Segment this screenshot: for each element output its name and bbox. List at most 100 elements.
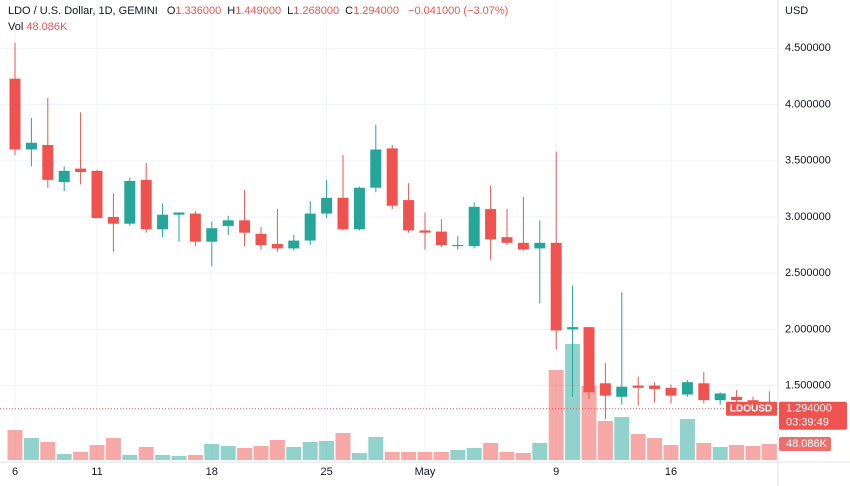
candle-body [321,197,333,214]
symbol: LDO / U.S. Dollar, 1D, GEMINI [8,5,158,17]
x-tick-label: 16 [665,466,677,478]
candle-body [583,327,595,393]
candle-body [714,393,726,401]
volume-bar [745,446,761,460]
candle-body [75,168,87,172]
volume-bar [40,442,56,460]
candle-body [157,214,169,230]
x-tick-label: 9 [553,466,559,478]
candle-body [173,212,185,215]
field-value: 1.449000 [235,5,282,17]
volume-bar [286,447,302,460]
volume-bar [729,445,745,460]
volume-bar [417,452,433,460]
volume-bar [7,430,23,460]
field-key: H [227,5,236,17]
volume-bar [73,452,89,460]
candle-body [616,386,628,397]
candle-body [386,148,398,206]
volume-bar [319,441,335,460]
candle-body [419,230,431,233]
volume-bar [499,452,515,460]
candle-body [124,180,136,224]
candle-body [632,385,644,388]
y-tick-label: 3.000000 [785,211,831,223]
axes: 1.500000 2.000000 2.500000 3.000000 3.500000… [0,42,847,478]
volume-bar [532,443,548,460]
candle-body [452,245,464,247]
candle-body [42,145,54,180]
candle-body [107,216,119,224]
candle-body [517,242,529,250]
x-tick-label: May [415,466,436,478]
candle-body [337,197,349,230]
field-value: 1.268000 [293,5,340,17]
field-key: O [166,5,176,17]
volume-bar [368,437,384,460]
volume-tag-bg [779,436,831,451]
y-tick-label: 2.000000 [785,323,831,335]
volume-bar [187,455,203,460]
countdown: 03:39:49 [786,417,829,429]
volume-bar [56,454,72,460]
candle-body [731,396,743,401]
candle-body [91,170,103,219]
field-value: 1.336000 [175,5,222,17]
candle-body [567,327,579,330]
candle-body [485,209,497,240]
candle-body [58,170,70,183]
volume-bar [237,448,253,460]
field-key: C [345,5,354,17]
candle-body [189,213,201,242]
candle-body [403,200,415,231]
volume-bar [138,447,154,460]
candle-body [534,242,546,249]
candle-body [649,385,661,389]
candle-body [501,237,513,243]
candle-body [222,220,234,226]
volume-bar [450,450,466,460]
volume-bar [630,434,646,460]
candle-body [435,231,447,246]
volume-bar [565,344,581,460]
candle-body [304,213,316,241]
volume-value: 48.086K [26,21,68,33]
volume-bar [220,446,236,460]
candle-body [370,149,382,188]
volume-pane [7,344,777,460]
y-tick-label: 4.000000 [785,98,831,110]
volume-bar [401,452,417,460]
y-tick-label: 2.500000 [785,267,831,279]
volume-bar [597,421,613,460]
change: −0.041000 (−3.07%) [408,5,509,17]
volume-bar [466,448,482,460]
volume-bar [23,438,39,460]
candle-body [239,220,251,233]
volume-bar [761,443,777,460]
volume-bar [302,442,318,460]
volume-key: Vol [8,21,24,33]
y-tick-label: 1.500000 [785,379,831,391]
volume-tag: 48.086K [786,438,828,450]
legend-header: LDO / U.S. Dollar, 1D, GEMINI O1.336000 H… [8,3,508,35]
volume-bar [105,438,121,460]
x-tick-label: 25 [320,466,332,478]
volume-bar [483,443,499,460]
volume-bar [269,440,285,460]
candle-body [665,387,677,396]
field-value: 1.294000 [353,5,399,17]
volume-bar [581,386,597,460]
volume-bar [548,370,564,460]
price-tag: 1.294000 [786,403,832,415]
x-tick-label: 6 [12,466,18,478]
symbol-tag-bg [726,401,777,416]
volume-bar [155,455,171,460]
volume-bar [647,438,663,460]
candle-body [255,233,267,246]
candle-body [140,179,152,230]
axis-unit: USD [785,5,808,17]
symbol-tag: LDOUSD [730,403,772,414]
y-tick-label: 4.500000 [785,42,831,54]
